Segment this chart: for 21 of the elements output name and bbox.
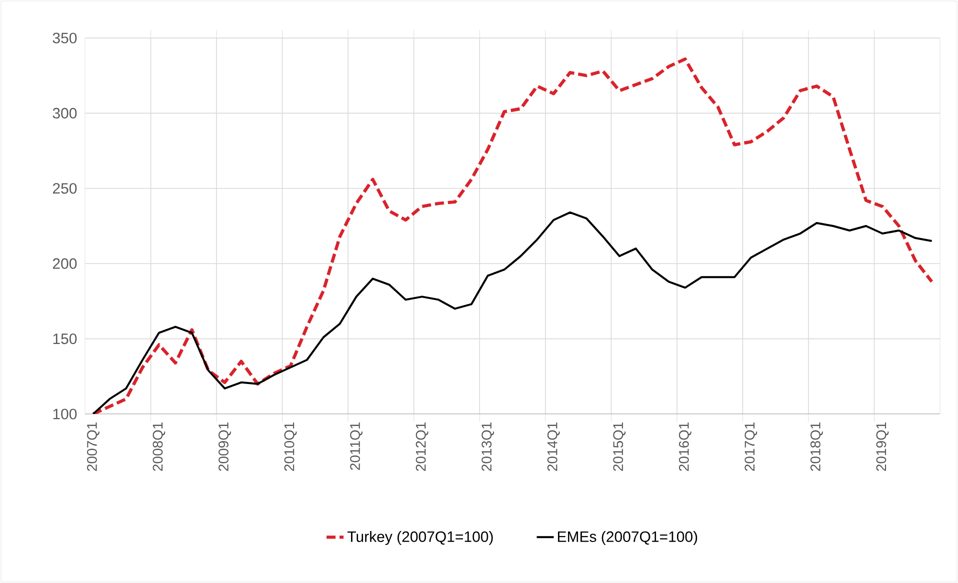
x-tick-label: 2011Q1	[350, 422, 363, 470]
x-tick-label: 2012Q1	[416, 422, 428, 471]
y-tick-label: 250	[52, 183, 77, 194]
x-tick-label: 2019Q1	[876, 422, 889, 471]
x-tick-label: 2014Q1	[547, 422, 560, 471]
x-tick-label: 2018Q1	[810, 422, 823, 471]
x-tick-label: 2016Q1	[678, 422, 692, 471]
x-tick-label: 2017Q1	[744, 422, 758, 471]
x-tick-label: 2015Q1	[613, 422, 626, 471]
x-tick-label: 2007Q1	[87, 422, 100, 471]
x-tick-label: 2010Q1	[284, 422, 297, 471]
y-tick-label: 150	[53, 333, 77, 344]
y-tick-label: 200	[52, 258, 77, 269]
legend-label: Turkey (2007Q1=100)	[347, 530, 493, 545]
y-tick-label: 100	[53, 408, 77, 420]
y-tick-label: 350	[52, 32, 77, 44]
x-tick-label: 2008Q1	[152, 422, 166, 471]
x-tick-label: 2013Q1	[482, 422, 494, 471]
legend-label: EMEs (2007Q1=100)	[558, 530, 698, 545]
x-tick-label: 2009Q1	[218, 422, 231, 471]
y-tick-label: 300	[52, 108, 77, 119]
